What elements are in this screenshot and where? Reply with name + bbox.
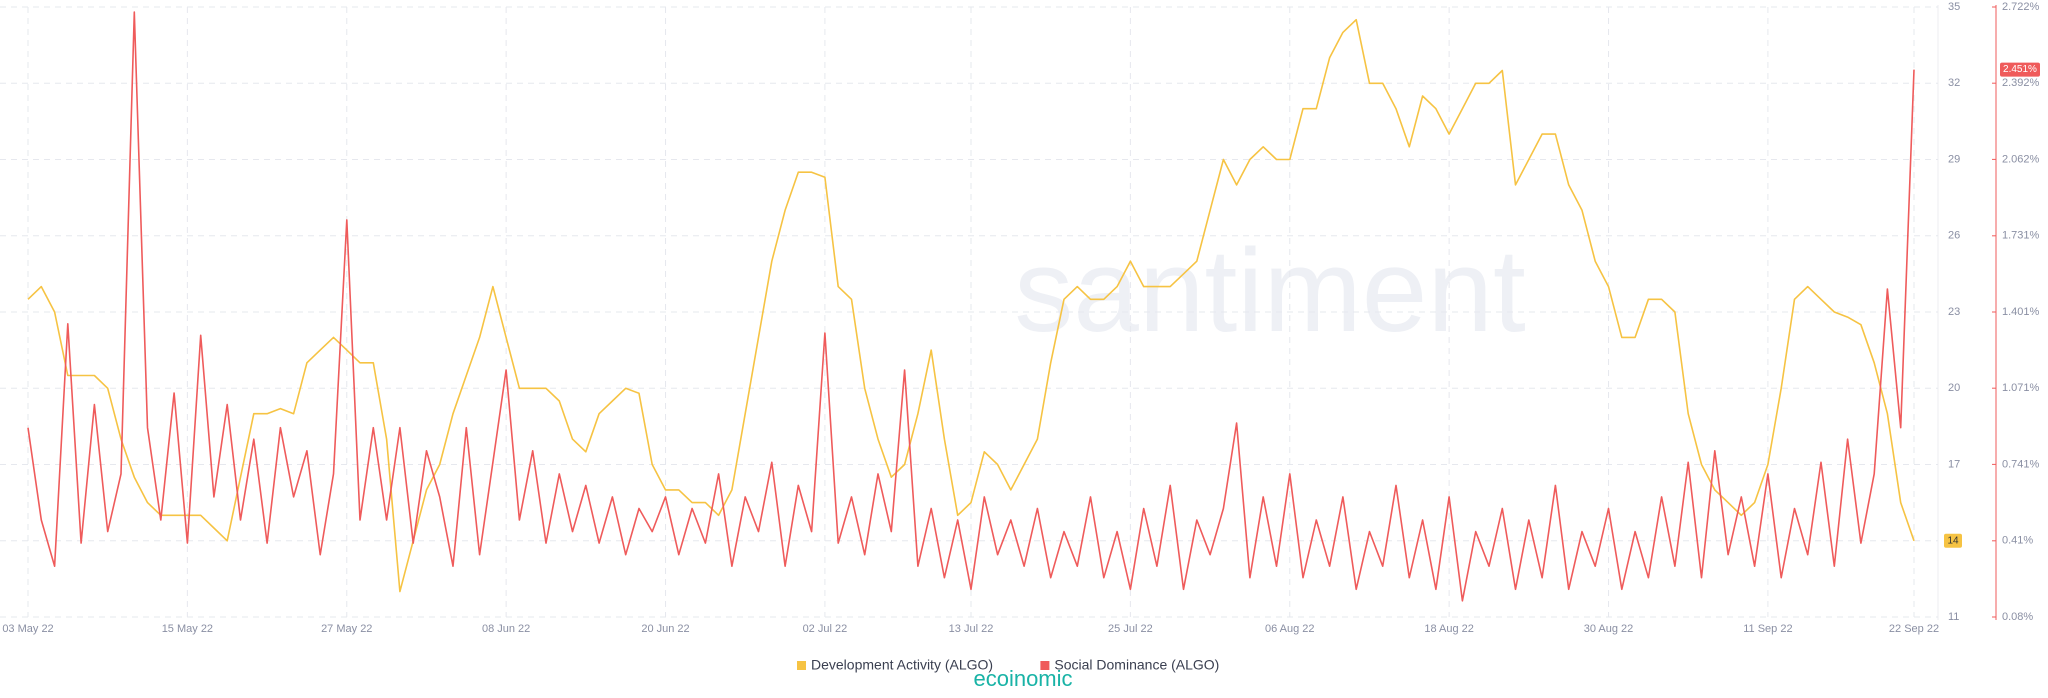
value-label: 2.451%	[2003, 64, 2037, 75]
x-tick-label: 13 Jul 22	[949, 623, 994, 635]
y2-tick-label: 1.731%	[2002, 230, 2040, 242]
x-tick-label: 18 Aug 22	[1424, 623, 1474, 635]
value-badge	[2000, 62, 2040, 77]
series-line	[27, 18, 1915, 593]
x-tick-label: 15 May 22	[162, 623, 213, 635]
x-tick-label: 02 Jul 22	[803, 623, 848, 635]
y2-tick-label: 0.741%	[2002, 458, 2040, 470]
x-tick-label: 25 Jul 22	[1108, 623, 1153, 635]
y-tick-label: 20	[1948, 382, 1960, 394]
x-tick-label: 30 Aug 22	[1584, 623, 1634, 635]
legend-swatch	[1040, 661, 1050, 670]
y-tick-label: 32	[1948, 77, 1960, 89]
watermark: santiment	[1014, 225, 1526, 357]
x-tick-label: 06 Aug 22	[1265, 623, 1315, 635]
x-tick-label: 08 Jun 22	[482, 623, 530, 635]
y-tick-label: 23	[1948, 306, 1960, 318]
legend: Development Activity (ALGO) Social Domina…	[797, 657, 1219, 673]
y2-tick-label: 0.41%	[2002, 535, 2033, 547]
x-tick-label: 20 Jun 22	[641, 623, 689, 635]
y-tick-label: 29	[1948, 153, 1960, 165]
legend-label: Development Activity (ALGO)	[811, 657, 993, 673]
y2-tick-label: 0.08%	[2002, 611, 2033, 623]
x-tick-label: 27 May 22	[321, 623, 372, 635]
legend-swatch	[797, 661, 806, 670]
y-tick-label: 17	[1948, 458, 1960, 470]
series-line	[27, 11, 1915, 602]
y2-tick-label: 2.392%	[2002, 77, 2040, 89]
y-tick-label: 26	[1948, 230, 1960, 242]
y-tick-label: 11	[1948, 611, 1959, 623]
y2-tick-label: 2.722%	[2002, 1, 2040, 13]
x-tick-label: 03 May 22	[2, 623, 53, 635]
y-tick-label: 35	[1948, 1, 1960, 13]
logo: ecoinomic	[973, 666, 1072, 691]
y2-tick-label: 1.071%	[2002, 382, 2040, 394]
legend-label: Social Dominance (ALGO)	[1054, 657, 1219, 673]
x-tick-label: 22 Sep 22	[1889, 623, 1939, 635]
y2-tick-label: 2.062%	[2002, 153, 2040, 165]
x-tick-label: 11 Sep 22	[1743, 623, 1792, 635]
value-badge	[1944, 533, 1962, 548]
value-label: 14	[1947, 535, 1959, 546]
y2-tick-label: 1.401%	[2002, 306, 2040, 318]
